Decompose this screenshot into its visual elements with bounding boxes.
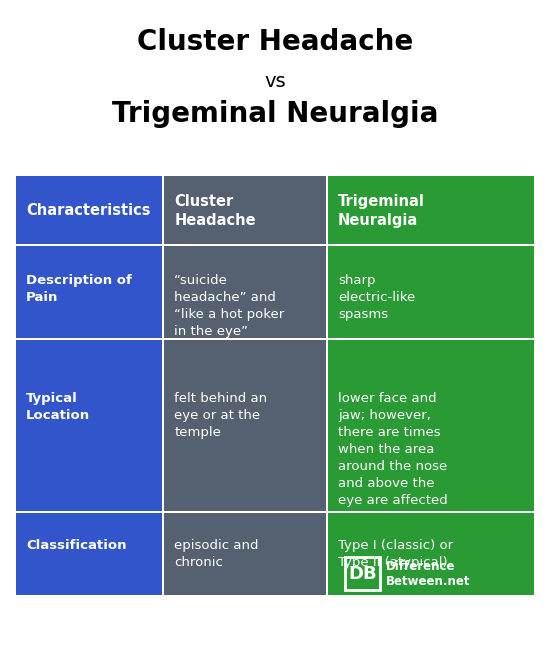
Text: Description of
Pain: Description of Pain: [26, 274, 132, 304]
Bar: [164, 176, 326, 244]
Text: vs: vs: [264, 72, 286, 91]
Text: DB: DB: [348, 565, 377, 583]
Text: Cluster
Headache: Cluster Headache: [174, 194, 256, 228]
Bar: [16, 246, 162, 338]
Bar: [328, 246, 534, 338]
Text: Typical
Location: Typical Location: [26, 392, 90, 422]
Bar: [16, 176, 162, 244]
Text: episodic and
chronic: episodic and chronic: [174, 539, 258, 569]
Bar: [16, 340, 162, 511]
Bar: [16, 514, 162, 595]
Bar: [164, 340, 326, 511]
Text: lower face and
jaw; however,
there are times
when the area
around the nose
and a: lower face and jaw; however, there are t…: [338, 392, 448, 507]
Bar: [328, 176, 534, 244]
Text: Trigeminal Neuralgia: Trigeminal Neuralgia: [112, 100, 438, 128]
Text: Cluster Headache: Cluster Headache: [137, 28, 413, 56]
Text: felt behind an
eye or at the
temple: felt behind an eye or at the temple: [174, 392, 267, 439]
Text: “suicide
headache” and
“like a hot poker
in the eye”: “suicide headache” and “like a hot poker…: [174, 274, 284, 338]
Text: Trigeminal
Neuralgia: Trigeminal Neuralgia: [338, 194, 425, 228]
Text: Characteristics: Characteristics: [26, 203, 151, 218]
Bar: [164, 514, 326, 595]
Text: sharp
electric-like
spasms: sharp electric-like spasms: [338, 274, 415, 321]
Bar: [345, 557, 380, 591]
Bar: [164, 246, 326, 338]
Text: Classification: Classification: [26, 539, 126, 552]
Text: Type I (classic) or
Type II (atypical): Type I (classic) or Type II (atypical): [338, 539, 453, 569]
Bar: [328, 340, 534, 511]
Text: Difference
Between.net: Difference Between.net: [386, 559, 470, 587]
Bar: [328, 514, 534, 595]
